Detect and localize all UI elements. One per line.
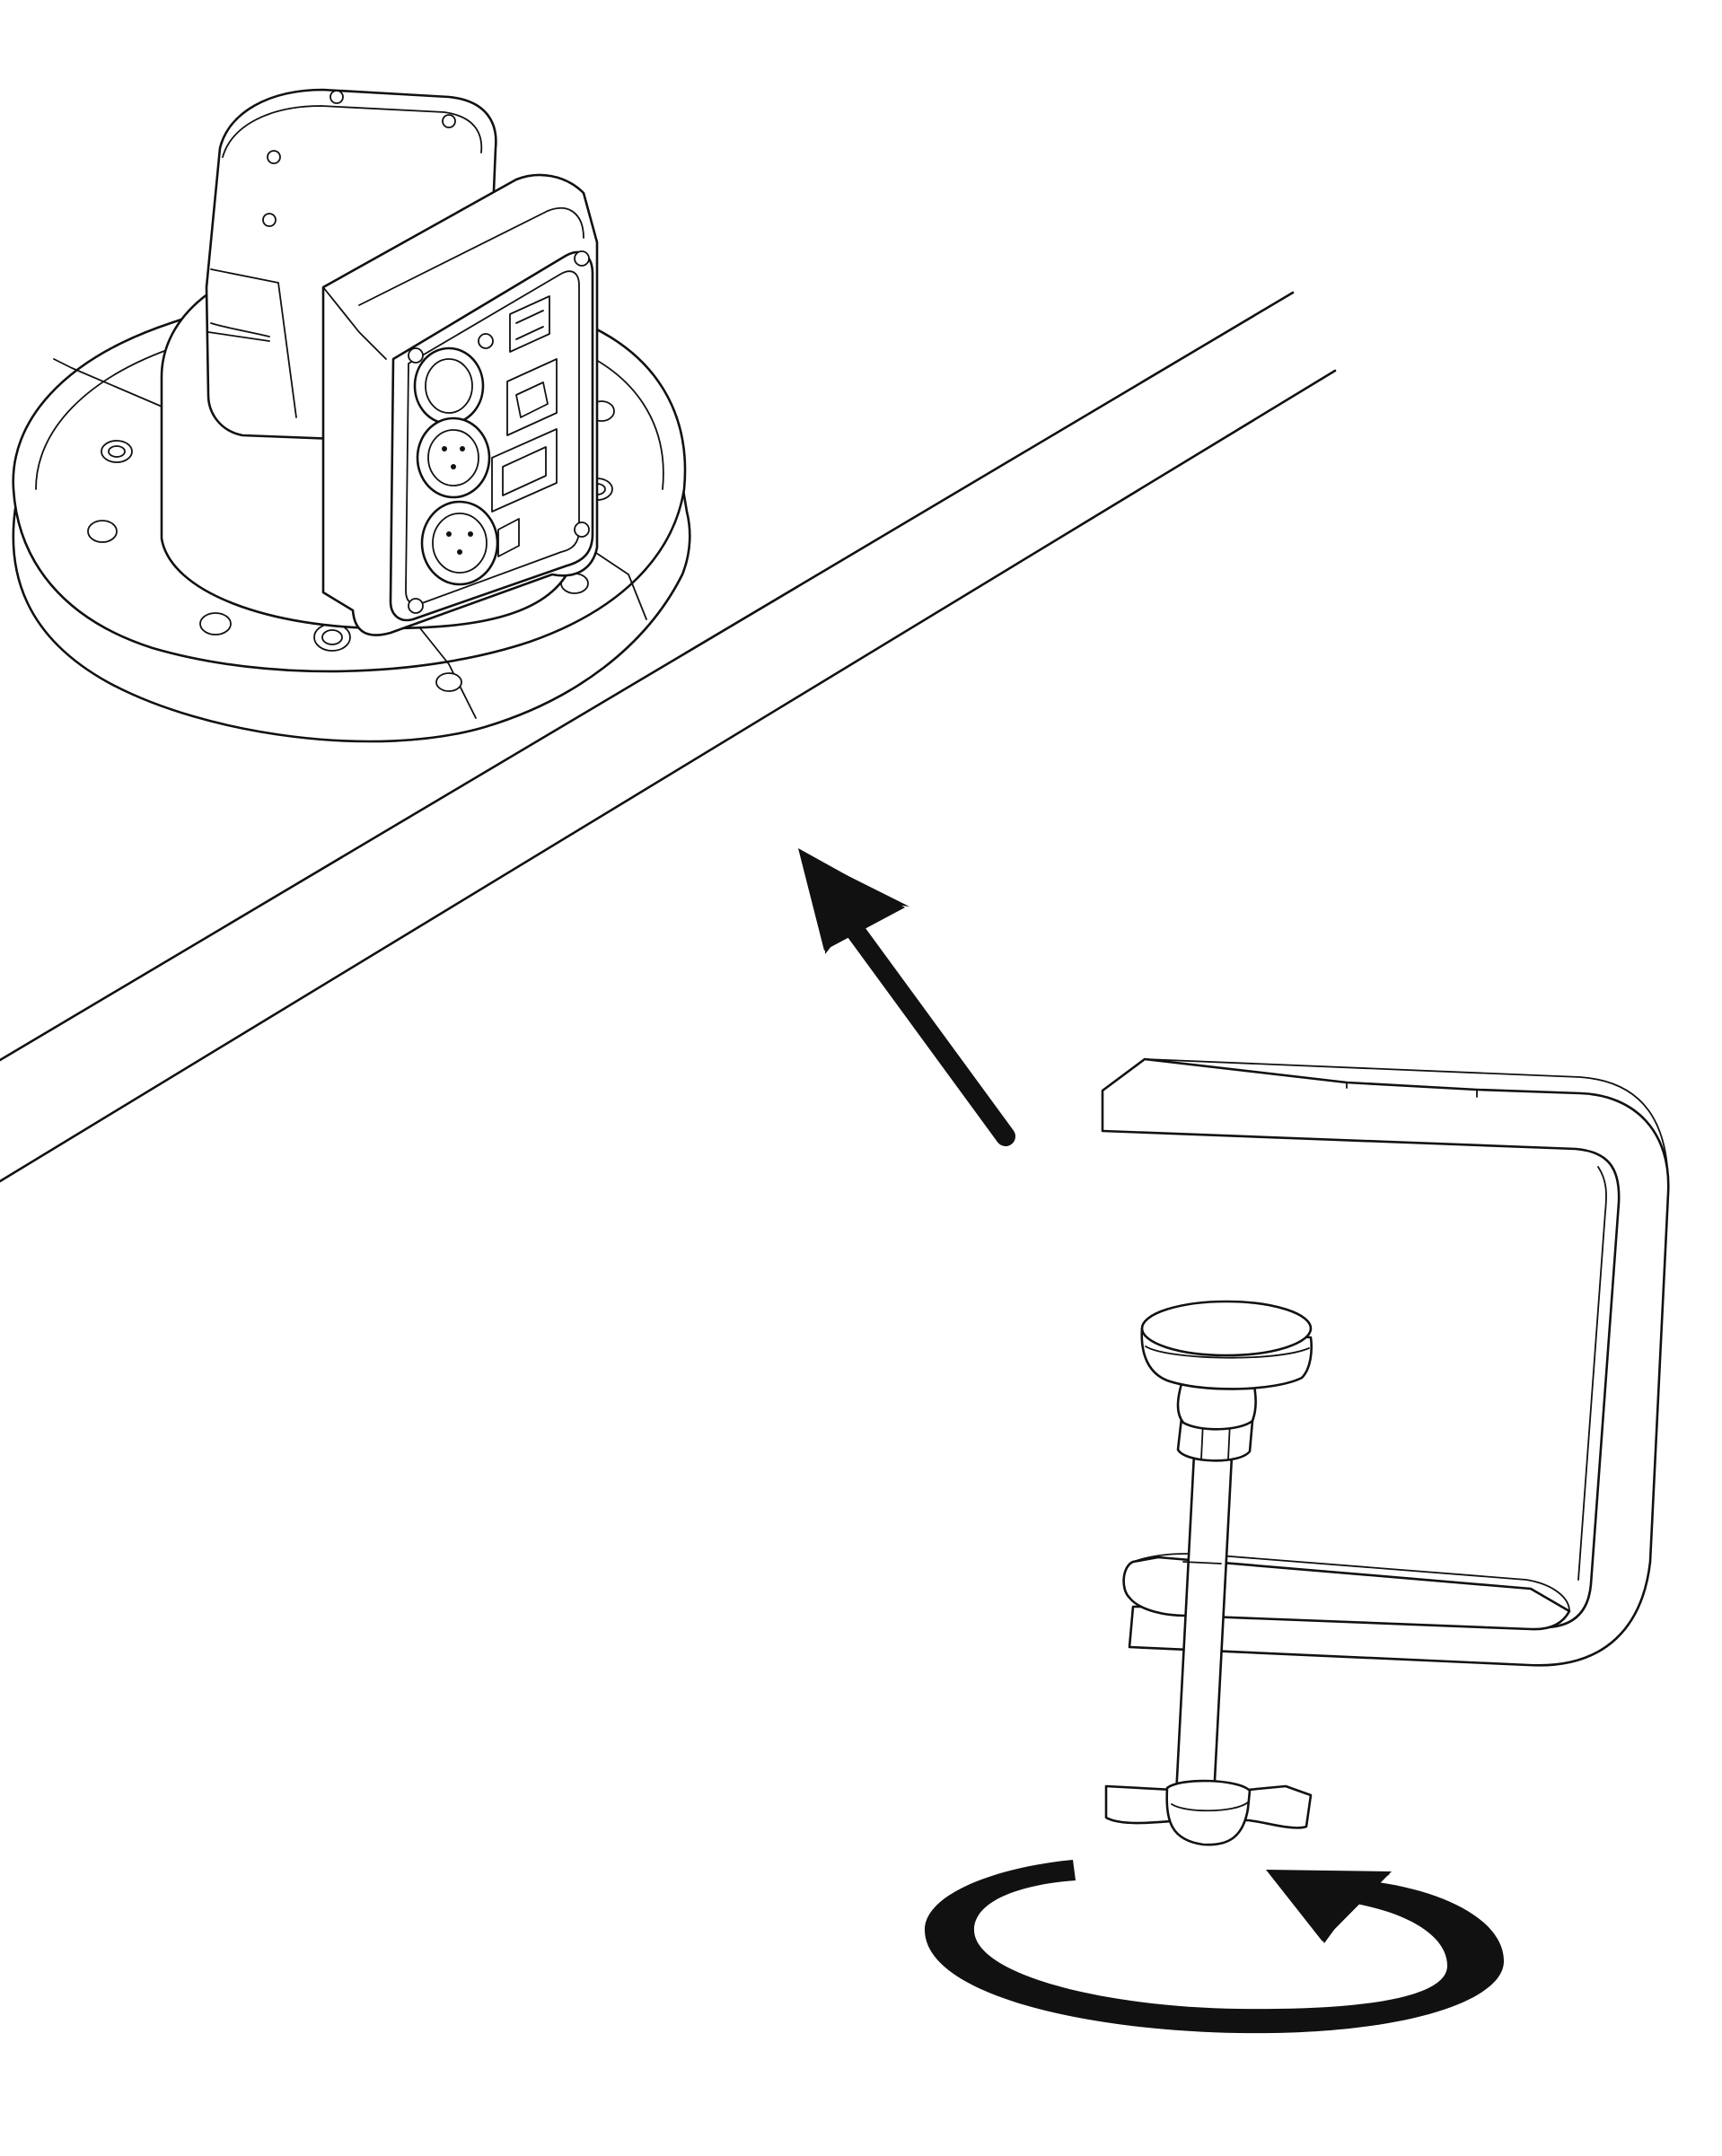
clamp-lower-jaw — [1122, 1556, 1571, 1631]
moving-head-fixture — [12, 88, 691, 743]
truss-pipe — [0, 291, 1337, 1183]
mounting-clamp — [1101, 1057, 1670, 1846]
rotate-tighten-icon — [925, 1860, 1504, 2034]
direction-arrow-icon — [798, 848, 1015, 1146]
clamp-screw-rod — [1174, 1452, 1234, 1799]
clamp-body — [1101, 1057, 1670, 1667]
